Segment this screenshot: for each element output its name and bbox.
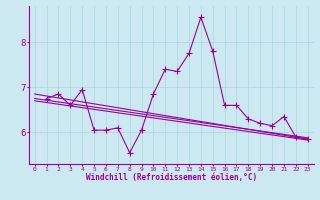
X-axis label: Windchill (Refroidissement éolien,°C): Windchill (Refroidissement éolien,°C) [86, 173, 257, 182]
